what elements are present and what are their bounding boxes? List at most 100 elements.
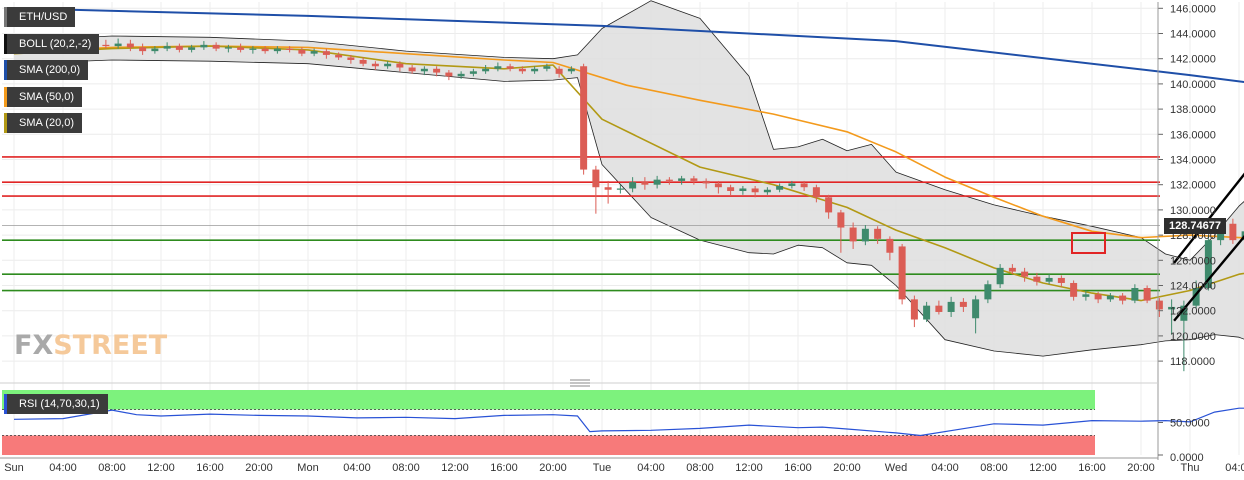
candle	[322, 48, 330, 59]
candle	[531, 66, 539, 74]
candle-body	[371, 63, 379, 67]
candle-body	[1070, 282, 1078, 297]
candle-body	[984, 284, 992, 300]
x-tick-label: 16:00	[196, 462, 224, 474]
candle	[604, 180, 612, 204]
candle	[286, 46, 294, 53]
candle	[408, 65, 416, 74]
channel-line	[1173, 234, 1244, 322]
x-tick-label: Sun	[4, 462, 24, 474]
candle-body	[739, 188, 747, 191]
candle-body	[1094, 294, 1102, 300]
candle-body	[690, 178, 698, 181]
candle-body	[518, 68, 526, 72]
candle-body	[1204, 240, 1212, 289]
candle-body	[653, 179, 661, 185]
candle	[1094, 291, 1102, 304]
y-tick-label: 140.0000	[1170, 79, 1216, 91]
candle-body	[1180, 305, 1188, 321]
candle	[1155, 298, 1163, 317]
candle	[175, 43, 183, 53]
legend-boll[interactable]: BOLL (20,2,-2)	[4, 34, 100, 54]
candle-body	[384, 63, 392, 67]
candle	[1008, 264, 1016, 275]
y-tick-label: 138.0000	[1170, 104, 1216, 116]
candle-body	[751, 188, 759, 193]
candle-body	[359, 59, 367, 64]
candle-body	[506, 66, 514, 69]
candle-body	[1229, 223, 1237, 241]
candle-body	[641, 182, 649, 185]
legend-sma20[interactable]: SMA (20,0)	[4, 113, 83, 133]
legend-sma50[interactable]: SMA (50,0)	[4, 87, 83, 107]
highlight-box	[1071, 232, 1106, 254]
candle	[1131, 284, 1139, 304]
candle-body	[396, 63, 404, 68]
y-tick-label: 146.0000	[1170, 3, 1216, 15]
candle-body	[727, 187, 735, 191]
candle	[800, 180, 808, 191]
candle	[959, 298, 967, 312]
candle-body	[286, 48, 294, 50]
candle-body	[126, 43, 134, 48]
legend-instrument[interactable]: ETH/USD	[4, 7, 76, 27]
bollinger-upper	[13, 0, 1244, 261]
candle-body	[1106, 295, 1114, 300]
x-tick-label: Thu	[1181, 462, 1200, 474]
candle	[114, 38, 122, 49]
candle-body	[849, 227, 857, 242]
candle-body	[580, 66, 588, 170]
legend-rsi[interactable]: RSI (14,70,30,1)	[4, 394, 108, 414]
candle	[984, 280, 992, 304]
candle-body	[420, 68, 428, 72]
candle	[445, 70, 453, 81]
x-tick-label: Tue	[593, 462, 612, 474]
x-tick-label: 20:00	[833, 462, 861, 474]
candle	[592, 165, 600, 214]
candle	[396, 61, 404, 72]
y-tick-label: 126.0000	[1170, 255, 1216, 267]
sma200-line	[13, 7, 1244, 84]
candle	[1241, 231, 1244, 241]
x-tick-label: 04:00	[49, 462, 77, 474]
candle-body	[224, 47, 232, 49]
candle	[237, 43, 245, 53]
candle-body	[163, 46, 171, 49]
candle	[384, 61, 392, 69]
candle	[457, 71, 465, 79]
candle-body	[665, 179, 673, 181]
candle	[935, 300, 943, 315]
legend-sma200[interactable]: SMA (200,0)	[4, 60, 89, 80]
candle	[335, 52, 343, 60]
candle	[151, 46, 159, 54]
candle-body	[298, 49, 306, 54]
candle	[788, 180, 796, 189]
candle	[1021, 267, 1029, 282]
candle-body	[555, 68, 563, 74]
candle	[972, 295, 980, 334]
candle	[1070, 280, 1078, 301]
x-tick-label: 20:00	[245, 462, 273, 474]
candle-body	[898, 246, 906, 300]
candle	[861, 225, 869, 246]
x-tick-label: 20:00	[539, 462, 567, 474]
candle-body	[874, 228, 882, 239]
candle-body	[763, 189, 771, 193]
candle-body	[1021, 271, 1029, 277]
candle-body	[212, 44, 220, 49]
candle-body	[1057, 277, 1065, 283]
bollinger-band-area	[14, 0, 1244, 357]
last-price-tag: 128.74677	[1164, 218, 1226, 234]
candle-body	[237, 47, 245, 50]
x-tick-label: Mon	[297, 462, 318, 474]
x-tick-label: 12:00	[1029, 462, 1057, 474]
candle	[910, 295, 918, 328]
candle	[678, 175, 686, 185]
candle-body	[825, 197, 833, 213]
candle-body	[812, 187, 820, 198]
candle	[1119, 293, 1127, 305]
x-tick-label: 04:00	[343, 462, 371, 474]
x-tick-label: 04:00	[1225, 462, 1244, 474]
candle	[1106, 293, 1114, 302]
